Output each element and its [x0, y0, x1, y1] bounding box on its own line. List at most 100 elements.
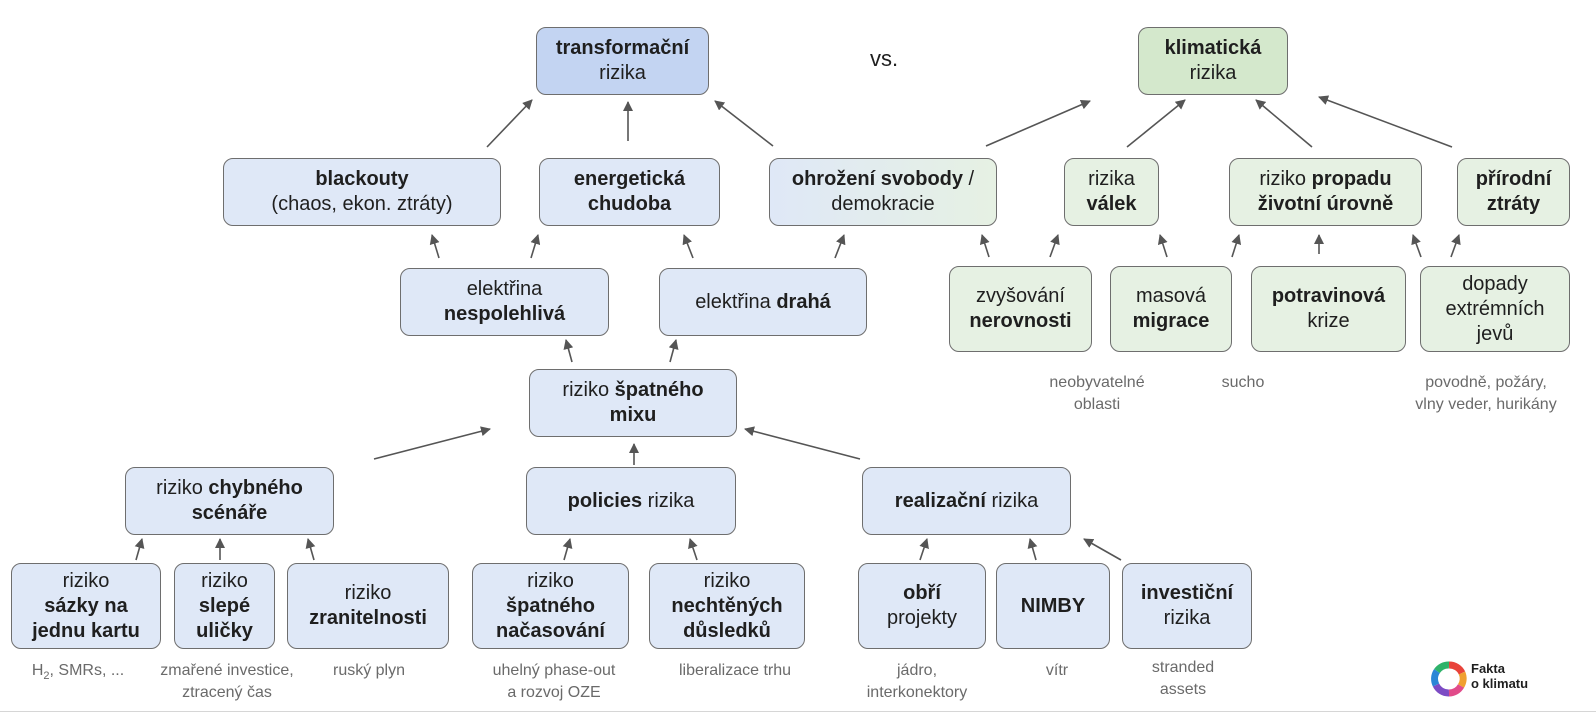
arrow [1231, 234, 1242, 258]
box-line: riziko chybného [156, 477, 303, 499]
arrow [1049, 234, 1060, 258]
elektrina-nespolehliva-box: elektřina nespolehlivá [400, 268, 609, 336]
box-line: chudoba [587, 193, 672, 215]
transformacni-rizika-box: transformační rizika [536, 27, 709, 95]
note-line: vítr [1045, 662, 1069, 679]
logo-text: Fakta o klimatu [1471, 661, 1528, 691]
arrow [979, 234, 990, 258]
box-line: investiční [1140, 582, 1234, 604]
box-line: slepé [198, 594, 251, 617]
box-line: přírodní [1475, 168, 1552, 190]
note-sucho: sucho [1222, 372, 1265, 394]
note-neobyvatelne: neobyvatelné oblasti [1049, 372, 1144, 416]
note-line: ruský plyn [332, 662, 406, 679]
elektrina-draha-box: elektřina drahá [659, 268, 867, 336]
investicni-rizika-box: investiční rizika [1122, 563, 1252, 649]
box-line: obří [903, 582, 941, 604]
logo-ring-icon [1431, 661, 1467, 697]
logo-line: o klimatu [1471, 676, 1529, 691]
box-line: energetická [573, 168, 686, 190]
arrow [1157, 234, 1168, 258]
box-line: životní úrovně [1257, 193, 1394, 215]
box-line: realizační rizika [894, 489, 1039, 512]
energeticka-chudoba-box: energetická chudoba [539, 158, 720, 226]
note-line: zmařené investice, [160, 662, 294, 679]
note-line: jádro, [896, 662, 938, 679]
box-line: policies rizika [567, 489, 695, 512]
box-line: potravinová [1271, 285, 1386, 307]
box-line: ohrožení svobody / [791, 168, 975, 190]
box-line: rizika [1088, 168, 1135, 190]
box-line: riziko [703, 569, 751, 592]
box-line: elektřina drahá [695, 290, 831, 313]
potravinova-krize-box: potravinová krize [1251, 266, 1406, 352]
box-line: jevů [1476, 322, 1514, 345]
note-liberalizace: liberalizace trhu [679, 660, 791, 682]
arrow [1318, 95, 1453, 148]
vs-label: vs. [870, 46, 899, 71]
note-rusky-plyn: ruský plyn [333, 660, 405, 682]
box-line: riziko [62, 569, 110, 592]
box-line: NIMBY [1020, 594, 1086, 617]
logo-line: Fakta [1471, 661, 1505, 676]
box-line: (chaos, ekon. ztráty) [271, 193, 453, 215]
note-line: assets [1159, 681, 1207, 698]
box-line: špatného [506, 594, 595, 617]
nimby-box: NIMBY [996, 563, 1110, 649]
box-line: elektřina [466, 278, 543, 300]
arrow [1450, 234, 1461, 258]
note-line: uhelný phase-out [492, 662, 616, 679]
blackouty-box: blackouty (chaos, ekon. ztráty) [223, 158, 501, 226]
box-line: rizika [1163, 607, 1211, 629]
box-line: nespolehlivá [443, 303, 566, 325]
fakta-o-klimatu-logo: Fakta o klimatu [1431, 659, 1551, 699]
box-line: důsledků [683, 619, 771, 642]
arrow [305, 538, 316, 561]
note-text: H [31, 662, 44, 679]
note-jadro: jádro, interkonektory [867, 660, 968, 704]
box-line: nechtěných [671, 594, 783, 617]
box-line: riziko [344, 582, 392, 604]
box-line: riziko [527, 569, 574, 592]
box-line: scénáře [191, 502, 268, 524]
arrow [985, 99, 1091, 147]
zvysovani-nerovnosti-box: zvyšování nerovnosti [949, 266, 1092, 352]
arrow [1126, 99, 1186, 148]
note-line: neobyvatelné [1049, 374, 1145, 391]
box-line: válek [1086, 193, 1137, 215]
arrow [668, 339, 679, 363]
box-line: rizika [1189, 62, 1237, 84]
arrow [373, 426, 491, 460]
box-line: uličky [196, 619, 253, 642]
note-line: stranded [1151, 659, 1215, 676]
riziko-nechtenych-dusledku-box: riziko nechtěných důsledků [649, 563, 805, 649]
note-povodne: povodně, požáry, vlny veder, hurikány [1415, 372, 1556, 416]
dopady-extremnich-jevu-box: dopady extrémních jevů [1420, 266, 1570, 352]
box-line: riziko propadu [1259, 168, 1392, 190]
box-line: zvyšování [976, 285, 1065, 307]
masova-migrace-box: masová migrace [1110, 266, 1232, 352]
note-h2-smrs: H2, SMRs, ... [32, 660, 124, 687]
note-line: vlny veder, hurikány [1415, 396, 1557, 413]
arrow [1255, 99, 1313, 148]
box-line: sázky na [44, 594, 128, 617]
arrow [1083, 538, 1122, 561]
riziko-slepe-ulicky-box: riziko slepé uličky [174, 563, 275, 649]
prirodni-ztraty-box: přírodní ztráty [1457, 158, 1570, 226]
arrow [1027, 538, 1038, 561]
note-line: ztracený čas [182, 684, 272, 701]
arrow [563, 339, 574, 363]
riziko-zranitelnosti-box: riziko zranitelnosti [287, 563, 449, 649]
klimaticka-rizika-box: klimatická rizika [1138, 27, 1288, 95]
arrow [530, 234, 541, 259]
note-zmarene: zmařené investice, ztracený čas [160, 660, 293, 704]
arrow [1411, 234, 1422, 258]
arrow [834, 234, 846, 259]
bottom-divider [0, 711, 1596, 712]
arrow [429, 234, 440, 259]
box-line: ztráty [1486, 193, 1541, 215]
arrow [688, 538, 698, 561]
riziko-sazky-box: riziko sázky na jednu kartu [11, 563, 161, 649]
box-line: transformační [555, 37, 690, 59]
